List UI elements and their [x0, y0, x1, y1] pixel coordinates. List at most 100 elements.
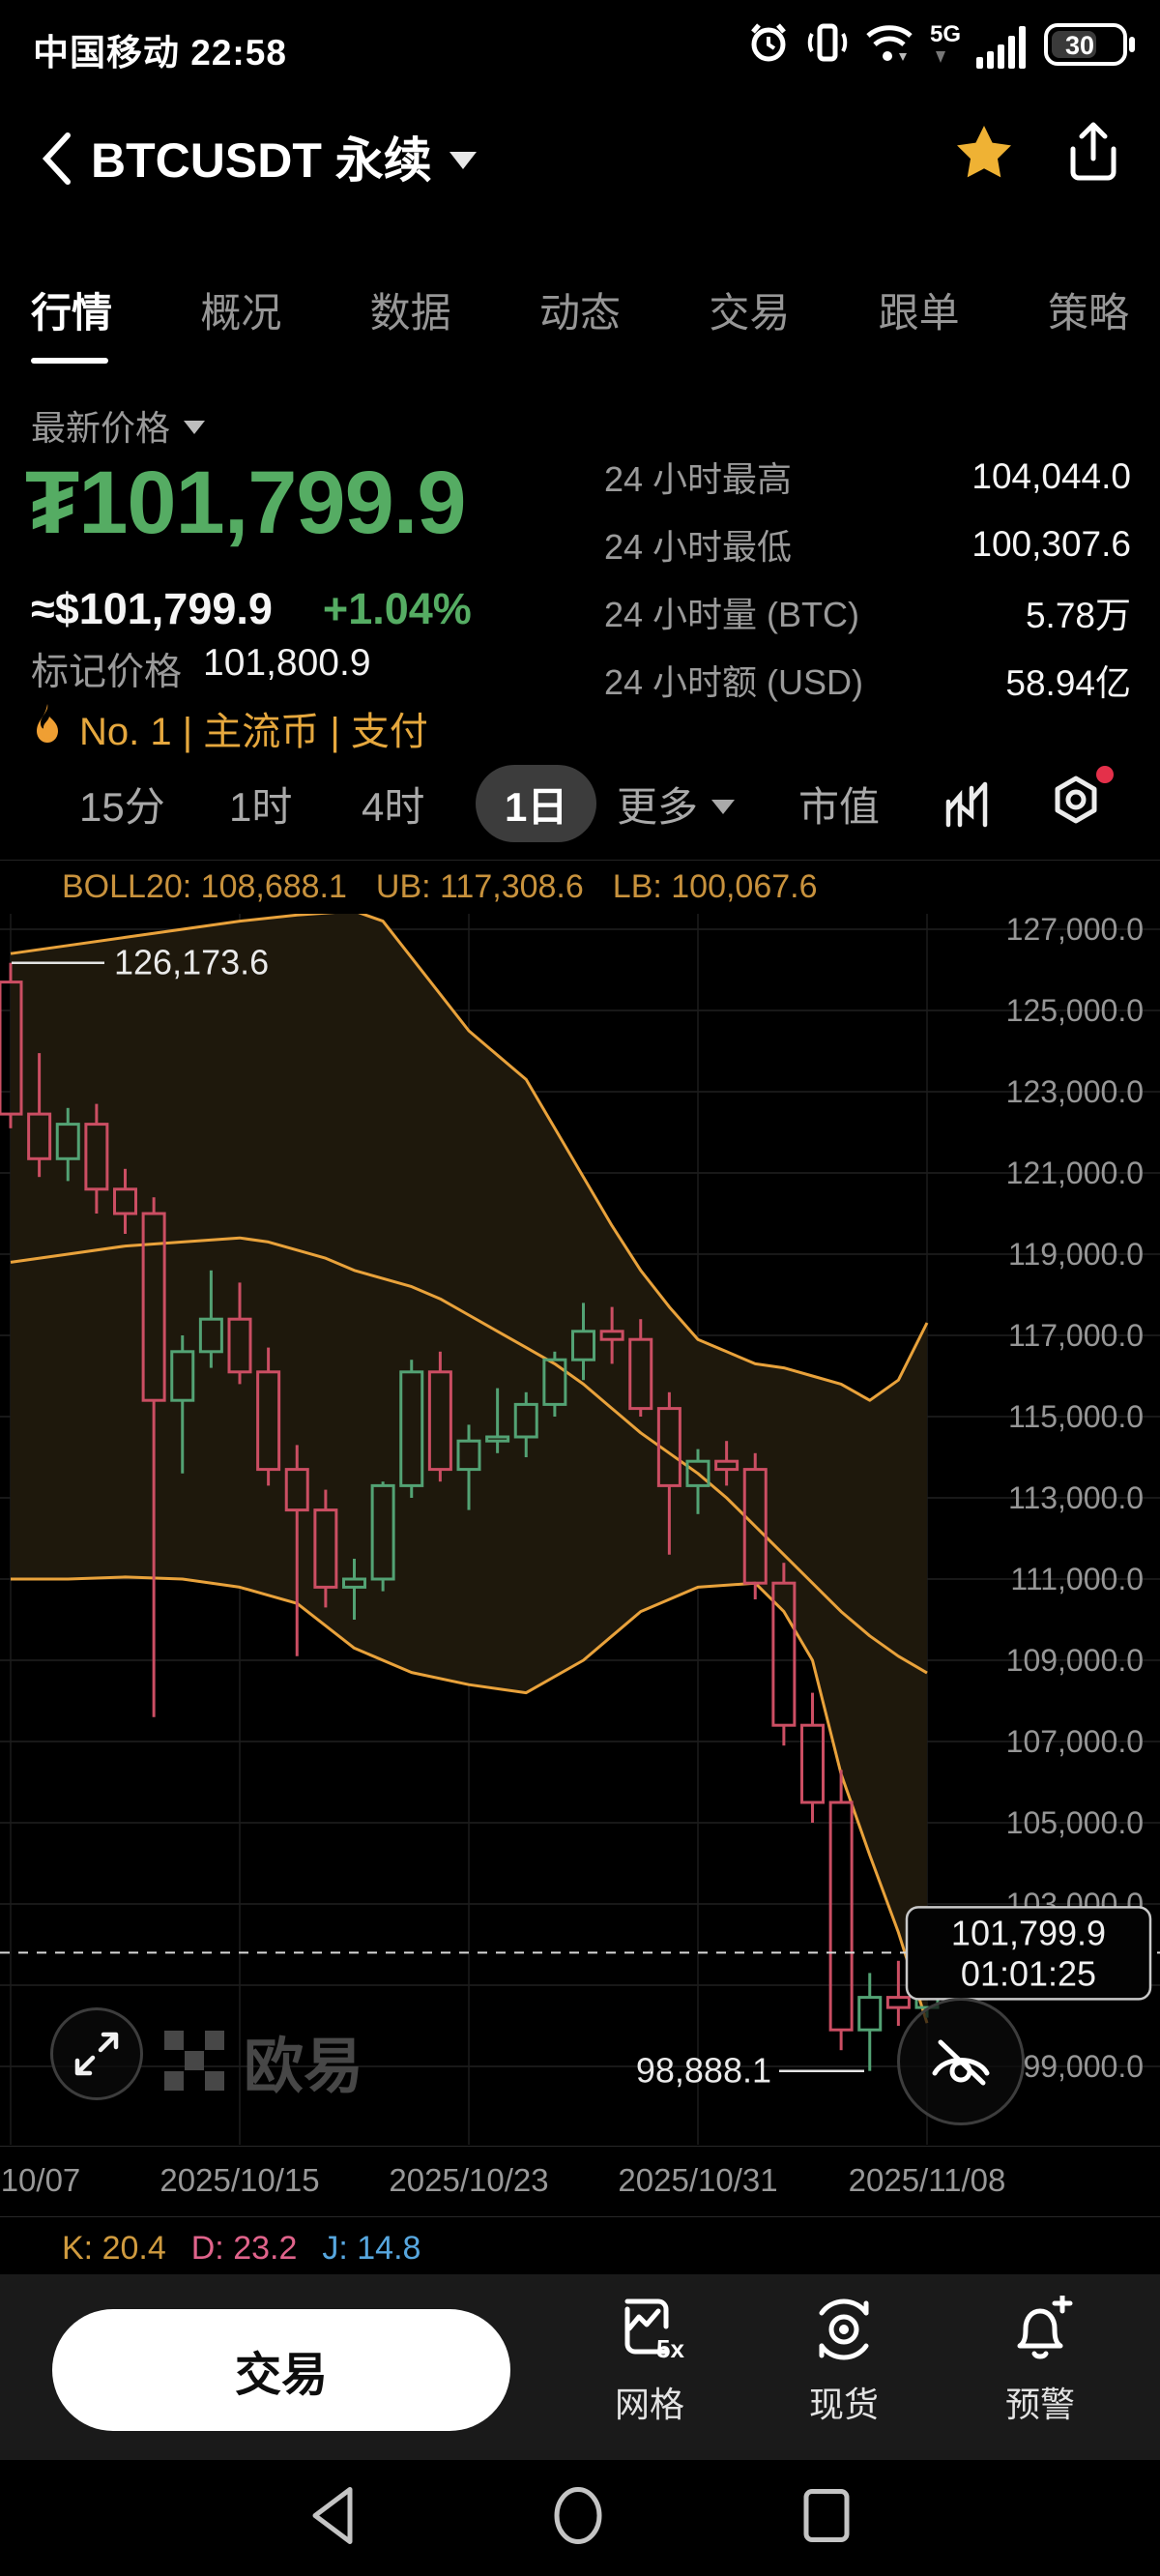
kdj-d-value: D: 23.2	[190, 2230, 298, 2267]
timeframe-1h[interactable]: 1时	[229, 783, 293, 830]
time-axis-label: 10/07	[0, 2162, 81, 2198]
svg-text:121,000.0: 121,000.0	[1006, 1156, 1144, 1190]
change-percent: +1.04%	[322, 584, 472, 633]
grid-bot-button[interactable]: 5x 网格	[572, 2296, 727, 2427]
android-nav-bar	[0, 2460, 1160, 2576]
boll-ub-value: UB: 117,308.6	[375, 868, 584, 905]
signal-5g-icon: 5G	[930, 20, 1029, 69]
timeframe-1d-active[interactable]: 1日	[476, 765, 597, 842]
last-price: ₮101,799.9	[25, 454, 466, 552]
nav-home-button[interactable]	[550, 2486, 606, 2551]
tab-overview[interactable]: 概况	[200, 290, 282, 336]
svg-text:127,000.0: 127,000.0	[1006, 914, 1144, 947]
svg-text:101,799.9: 101,799.9	[951, 1913, 1106, 1952]
tab-bar: 行情 概况 数据 动态 交易 跟单 策略	[0, 253, 1160, 364]
kdj-indicator-row: K: 20.4 D: 23.2 J: 14.8	[62, 2230, 420, 2268]
trade-button[interactable]: 交易	[52, 2309, 510, 2431]
tab-copy-trading[interactable]: 跟单	[878, 290, 960, 336]
chart-settings-gear-icon[interactable]	[1046, 756, 1114, 851]
timeframe-4h[interactable]: 4时	[362, 783, 425, 830]
chevron-down-icon	[711, 799, 736, 814]
badge-text: No. 1 | 主流币 | 支付	[79, 711, 428, 753]
favorite-star-button[interactable]	[953, 122, 1015, 187]
stat-24h-volume-btc: 24 小时量 (BTC) 5.78万	[604, 595, 1131, 635]
stat-24h-high: 24 小时最高 104,044.0	[604, 456, 1131, 499]
time-axis: 10/07 2025/10/15 2025/10/23 2025/10/31 2025/…	[0, 2146, 1160, 2217]
kdj-k-value: K: 20.4	[62, 2230, 166, 2267]
token-badges[interactable]: No. 1 | 主流币 | 支付	[29, 700, 428, 756]
time-axis-label: 2025/10/15	[160, 2162, 320, 2198]
chart-style-icon[interactable]	[942, 756, 999, 851]
svg-text:125,000.0: 125,000.0	[1006, 993, 1144, 1028]
alert-bell-icon	[1017, 2296, 1073, 2359]
svg-text:99,000.0: 99,000.0	[1023, 2049, 1144, 2084]
vibrate-icon	[806, 20, 849, 70]
svg-text:5G: 5G	[930, 21, 961, 47]
tab-news[interactable]: 动态	[538, 290, 621, 336]
svg-text:117,000.0: 117,000.0	[1008, 1318, 1144, 1353]
back-button[interactable]	[37, 130, 75, 188]
share-icon[interactable]	[1065, 122, 1121, 187]
stat-24h-turnover-usd: 24 小时额 (USD) 58.94亿	[604, 662, 1131, 703]
svg-text:123,000.0: 123,000.0	[1006, 1074, 1144, 1109]
latest-price-label: 最新价格	[31, 408, 171, 448]
tab-quotes[interactable]: 行情	[31, 253, 112, 364]
svg-text:119,000.0: 119,000.0	[1008, 1237, 1144, 1272]
boll-mid-value: BOLL20: 108,688.1	[62, 868, 347, 905]
stat-24h-low: 24 小时最低 100,307.6	[604, 524, 1131, 567]
symbol-title[interactable]: BTCUSDT 永续	[91, 122, 477, 191]
mark-price-label: 标记价格	[31, 652, 183, 693]
svg-text:5x: 5x	[656, 2334, 684, 2363]
timeframe-15m[interactable]: 15分	[79, 783, 165, 830]
symbol-title-label: BTCUSDT 永续	[91, 133, 432, 188]
time-axis-label: 2025/10/31	[618, 2162, 778, 2198]
okx-watermark: 欧易	[162, 2017, 363, 2104]
wifi-icon	[864, 20, 914, 70]
time-axis-label: 2025/11/08	[848, 2162, 1006, 2198]
tab-data[interactable]: 数据	[369, 290, 451, 336]
tab-trade[interactable]: 交易	[709, 290, 791, 336]
svg-text:98,888.1: 98,888.1	[636, 2051, 771, 2091]
spot-button[interactable]: 现货	[767, 2296, 921, 2427]
boll-lb-value: LB: 100,067.6	[612, 868, 818, 905]
notification-dot	[1096, 766, 1114, 783]
alert-button[interactable]: 预警	[963, 2296, 1117, 2427]
battery-level: 30	[1065, 31, 1094, 60]
carrier-and-time: 中国移动 22:58	[33, 33, 287, 73]
marketcap-button[interactable]: 市值	[798, 783, 881, 830]
hide-chart-eye-button[interactable]	[897, 1998, 1025, 2125]
svg-text:126,173.6: 126,173.6	[114, 943, 269, 982]
alarm-icon	[746, 20, 791, 70]
svg-text:113,000.0: 113,000.0	[1008, 1480, 1144, 1515]
tab-strategy[interactable]: 策略	[1047, 290, 1129, 336]
svg-text:01:01:25: 01:01:25	[961, 1953, 1096, 1993]
svg-text:107,000.0: 107,000.0	[1006, 1724, 1144, 1759]
flame-icon	[29, 702, 66, 754]
chart-toolbar: 15分 1时 4时 1日 更多 市值	[0, 756, 1160, 851]
svg-text:115,000.0: 115,000.0	[1008, 1399, 1144, 1434]
boll-indicator-row[interactable]: BOLL20: 108,688.1 UB: 117,308.6 LB: 100,…	[0, 860, 1160, 914]
fullscreen-expand-button[interactable]	[50, 2007, 143, 2100]
latest-price-selector[interactable]: 最新价格	[31, 400, 206, 451]
status-bar: 中国移动 22:58 5G 30 30	[0, 0, 1160, 89]
chevron-down-icon	[449, 152, 477, 169]
grid-bot-icon: 5x	[624, 2298, 684, 2363]
chevron-down-icon	[184, 421, 206, 434]
header: BTCUSDT 永续	[0, 114, 1160, 207]
candlestick-chart[interactable]: 126,173.6 98,888.1 127,000.0 125,000.0 123,0…	[0, 914, 1160, 2145]
nav-back-button[interactable]	[307, 2486, 360, 2551]
timeframe-more-dropdown[interactable]: 更多	[617, 756, 736, 851]
okx-watermark-text: 欧易	[244, 2034, 364, 2100]
stats-panel: 24 小时最高 104,044.0 24 小时最低 100,307.6 24 小…	[604, 443, 1131, 714]
kdj-j-value: J: 14.8	[322, 2230, 421, 2267]
usd-approx-price: ≈$101,799.9	[31, 584, 273, 633]
svg-text:105,000.0: 105,000.0	[1006, 1805, 1144, 1840]
nav-recents-button[interactable]	[800, 2486, 853, 2551]
battery-icon: 30 30	[1044, 21, 1135, 68]
svg-text:109,000.0: 109,000.0	[1006, 1643, 1144, 1678]
time-axis-label: 2025/10/23	[389, 2162, 549, 2198]
svg-text:111,000.0: 111,000.0	[1010, 1562, 1144, 1596]
bottom-action-bar: 交易 5x 网格 现货 预警	[0, 2274, 1160, 2460]
spot-icon	[819, 2298, 869, 2360]
mark-price-value: 101,800.9	[203, 642, 371, 684]
